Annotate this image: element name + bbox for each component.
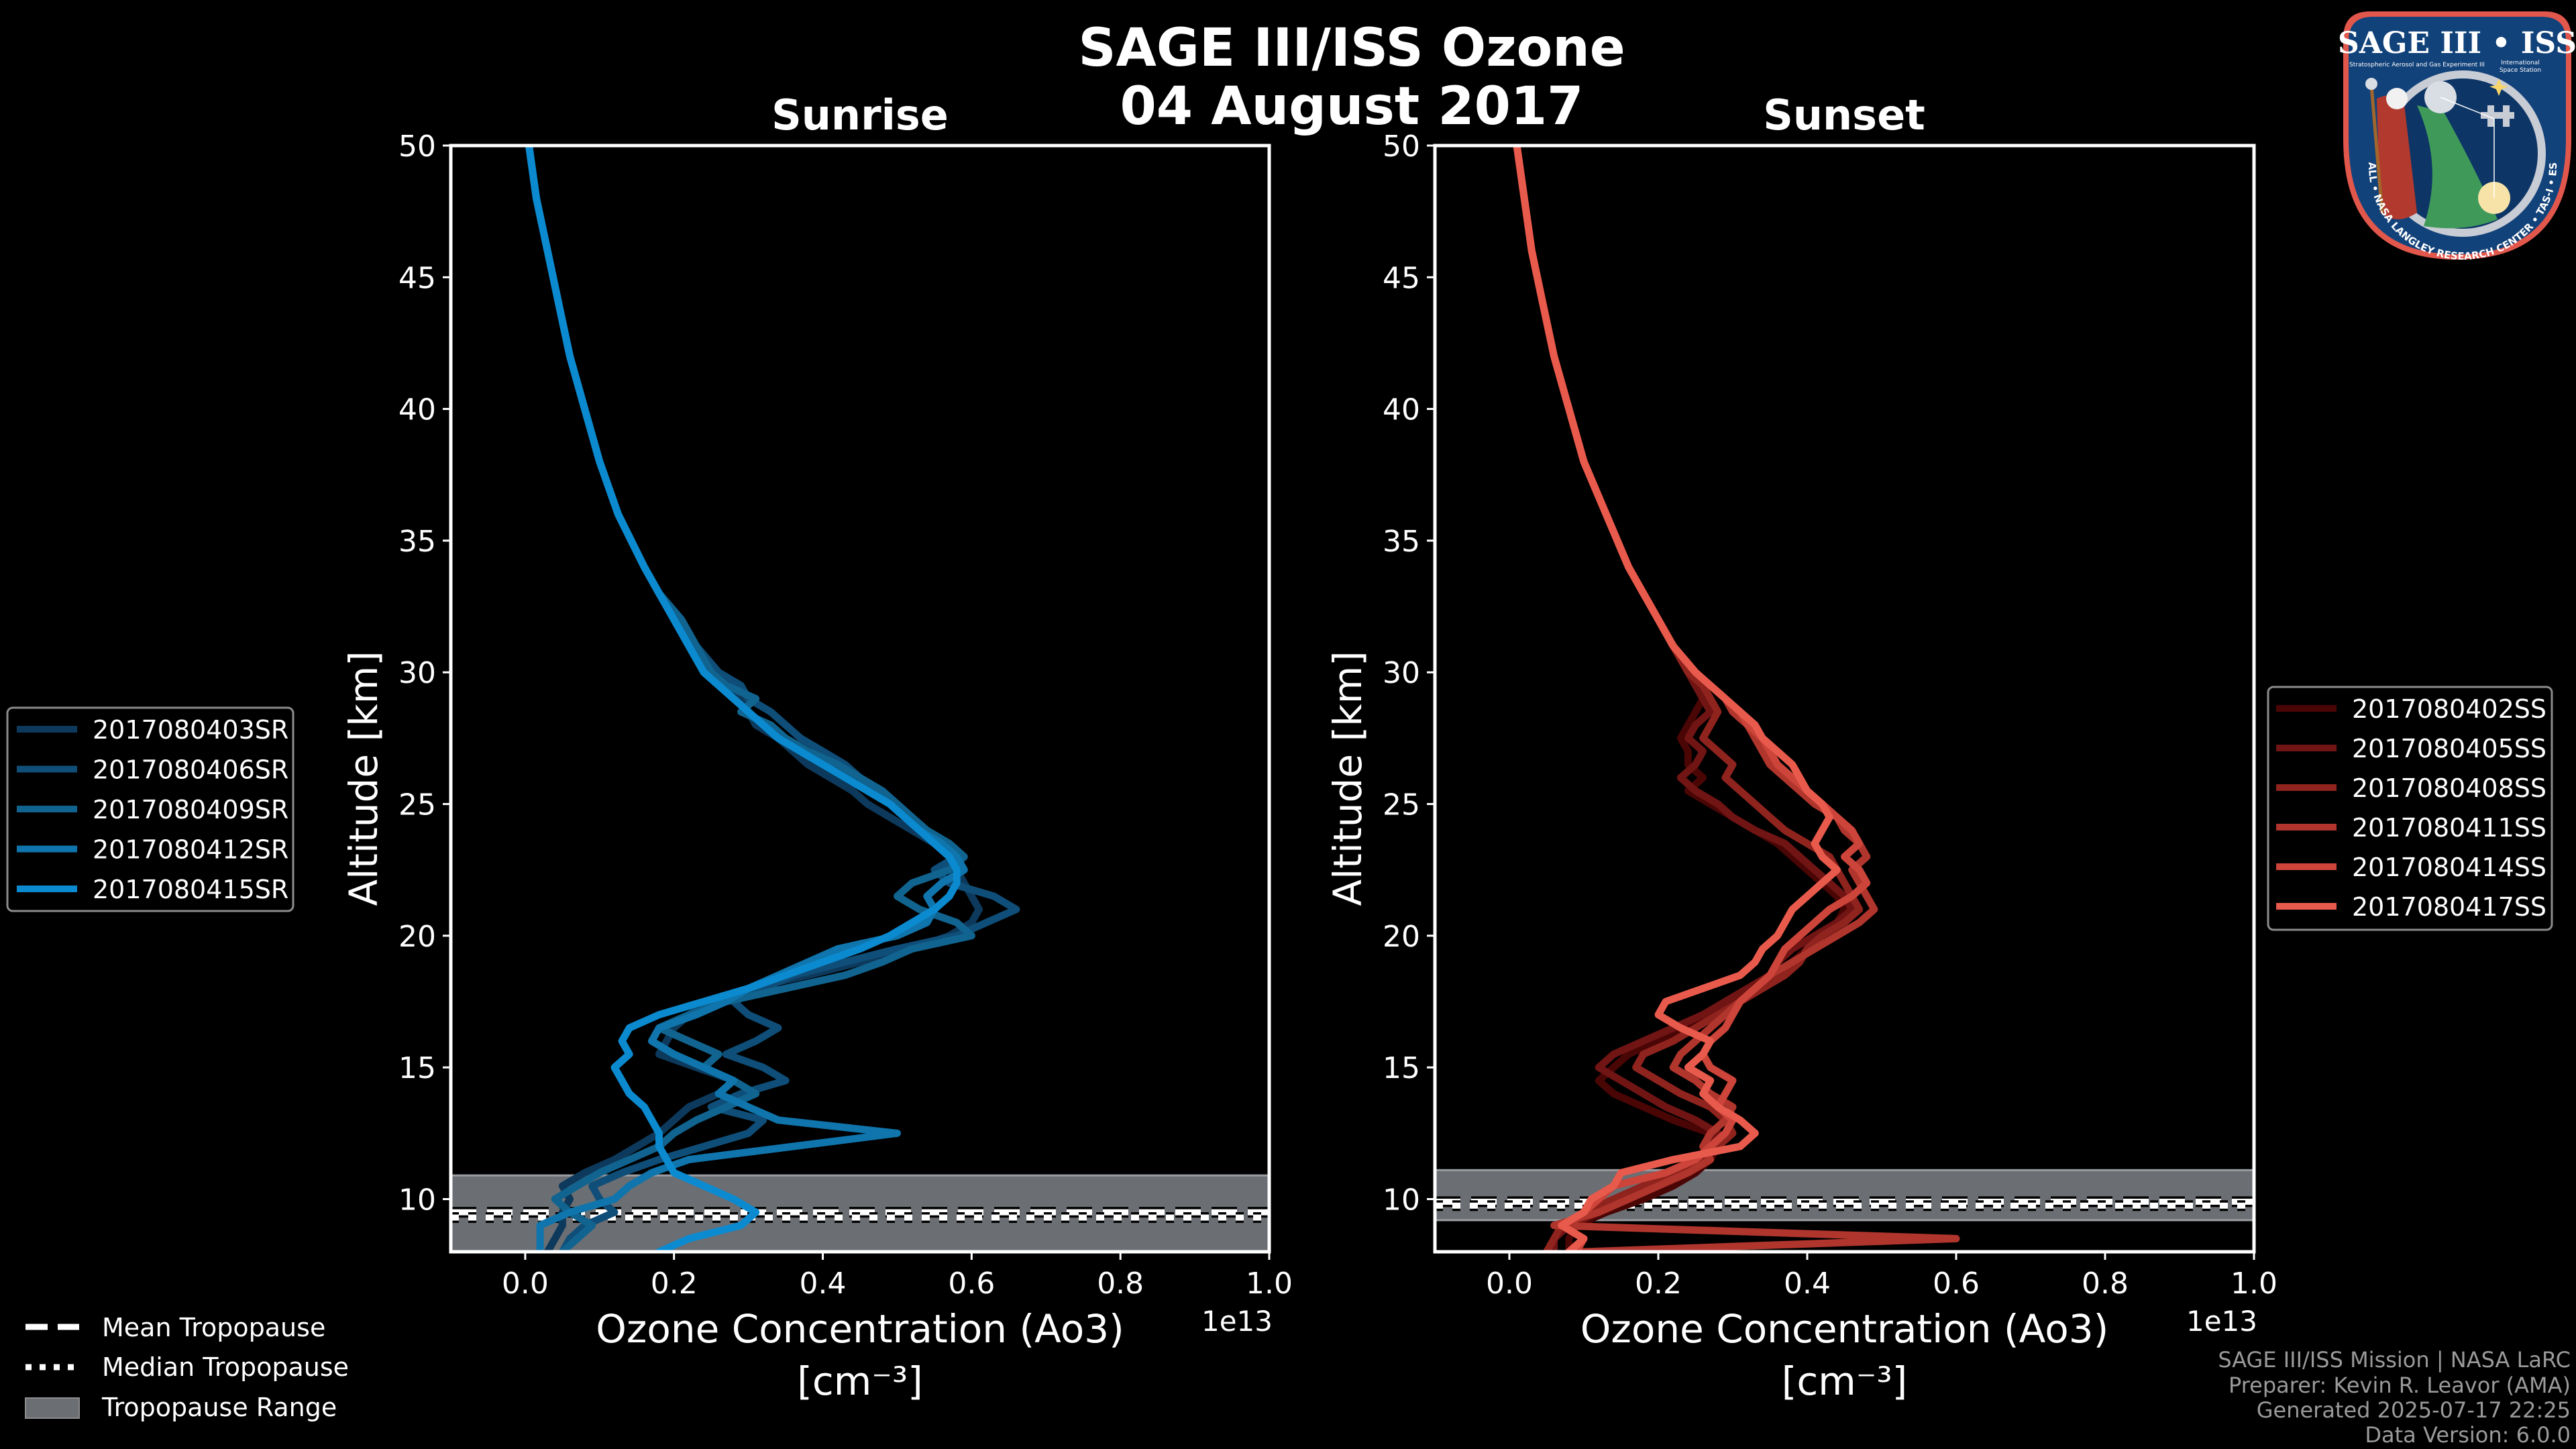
sunrise-ytick-label: 45 [398,261,436,295]
sunset-ytick-label: 25 [1383,788,1420,822]
sunset-ytick-label: 35 [1383,525,1420,559]
sunset-ytick-label: 30 [1383,656,1420,690]
sunrise-series-2017080415SR [525,146,961,1252]
sunset-ytick-label: 15 [1383,1051,1420,1085]
sunrise-legend: 2017080403SR 2017080406SR 2017080409SR 2017… [6,706,294,912]
sunrise-ytick-label: 50 [398,129,436,164]
footer-mission: SAGE III/ISS Mission | NASA LaRC [2218,1347,2571,1373]
sunrise-legend-label: 2017080409SR [93,795,288,824]
sunrise-ytick-label: 15 [398,1051,436,1085]
tropopause-range-swatch [25,1397,80,1419]
sunset-axes-frame [1433,144,2256,1254]
sunset-ylabel: Altitude [km] [1325,651,1371,906]
sunset-xtick-label: 0.4 [1784,1267,1831,1301]
sunset-legend-label: 2017080405SS [2352,734,2546,763]
logo-subtitle-left: Stratospheric Aerosol and Gas Experiment… [2349,62,2485,68]
logo-name: SAGE III • ISS [2338,26,2576,60]
sunset-title: Sunset [1763,91,1925,140]
sage-iii-iss-logo: SAGE III • ISS Stratospheric Aerosol and… [2338,2,2576,262]
sunrise-xtick-label: 1.0 [1246,1267,1293,1301]
sunrise-xtick-label: 0.4 [800,1267,847,1301]
sunrise-ytick-label: 40 [398,393,436,427]
tropopause-range-label: Tropopause Range [101,1393,337,1422]
logo-subtitle-right-1: International [2501,60,2539,66]
sunset-axes: 10 15 20 25 30 35 40 45 50 0.0 0.2 0.4 0.6 0.8 1.0 1e13… [1325,129,2277,1404]
sunset-legend-label: 2017080414SS [2352,853,2546,882]
sunrise-axes-frame [449,144,1271,1254]
earth-icon [2417,105,2498,229]
sunset-xtick-label: 1.0 [2231,1267,2277,1301]
sunset-series-2017080417SS [1513,146,1841,1252]
sunset-legend-label: 2017080402SS [2352,694,2546,724]
sunrise-xtick-label: 0.6 [948,1267,995,1301]
sunset-ytick-label: 40 [1383,393,1420,427]
sunrise-legend-label: 2017080403SR [93,715,288,745]
sunrise-ytick-label: 30 [398,656,436,690]
sunrise-title: Sunrise [771,91,949,140]
figure-title-line2: 04 August 2017 [1120,76,1584,137]
sunrise-ytick-label: 35 [398,525,436,559]
sunset-ytick-label: 20 [1383,920,1420,954]
sunrise-xtick-label: 0.2 [651,1267,698,1301]
sunset-x-offset-label: 1e13 [2186,1305,2257,1338]
logo-subtitle-right-2: Space Station [2500,67,2541,74]
sunrise-x-offset-label: 1e13 [1201,1305,1273,1338]
sunset-tropopause-range [1435,1169,2254,1222]
sunset-legend-label: 2017080408SS [2352,773,2546,803]
footer-preparer: Preparer: Kevin R. Leavor (AMA) [2229,1373,2571,1398]
sunrise-ylabel: Altitude [km] [341,651,386,906]
sunset-ytick-label: 10 [1383,1183,1420,1217]
sunrise-ytick-label: 20 [398,920,436,954]
star-icon [2489,78,2508,96]
sunrise-xtick-label: 0.8 [1097,1267,1144,1301]
sunset-legend-label: 2017080411SS [2352,813,2546,843]
sunset-legend: 2017080402SS 2017080405SS 2017080408SS 2017… [2267,686,2553,931]
sunset-xtick-label: 0.8 [2082,1267,2129,1301]
sunrise-ytick-label: 10 [398,1183,436,1217]
sunrise-xlabel: Ozone Concentration (Ao3) [596,1306,1124,1352]
sunset-legend-label: 2017080417SS [2352,892,2546,922]
sunrise-legend-frame [6,706,294,912]
sunrise-axes: 10 15 20 25 30 35 40 45 50 0.0 0.2 0.4 0.6 0.8 1.0 1e13… [341,129,1293,1404]
sunset-xtick-label: 0.2 [1635,1267,1682,1301]
sunset-xlabel: Ozone Concentration (Ao3) [1580,1306,2109,1352]
sunset-legend-frame [2267,686,2553,931]
sunset-ytick-label: 45 [1383,261,1420,295]
median-tropopause-label: Median Tropopause [102,1352,349,1382]
sunset-xtick-label: 0.6 [1933,1267,1980,1301]
sunset-ytick-label: 50 [1383,129,1420,164]
sunrise-xlabel-units: [cm⁻³] [797,1358,923,1404]
sunrise-legend-label: 2017080412SR [93,835,288,865]
tropopause-legend: Mean Tropopause Median Tropopause Tropop… [25,1313,349,1422]
wizard-icon [2365,78,2417,219]
figure-title-line1: SAGE III/ISS Ozone [1078,18,1625,78]
mean-tropopause-label: Mean Tropopause [102,1313,325,1342]
footer-data-version: Data Version: 6.0.0 [2365,1422,2571,1448]
sunrise-legend-label: 2017080406SR [93,755,288,785]
sunset-xtick-label: 0.0 [1486,1267,1533,1301]
sunrise-xtick-label: 0.0 [502,1267,549,1301]
sunrise-ytick-label: 25 [398,788,436,822]
logo-beam [2440,97,2495,119]
sunrise-legend-label: 2017080415SR [93,875,288,904]
footer-generated: Generated 2025-07-17 22:25 [2257,1397,2571,1423]
iss-icon [2481,105,2514,127]
sunset-xlabel-units: [cm⁻³] [1782,1358,1908,1404]
